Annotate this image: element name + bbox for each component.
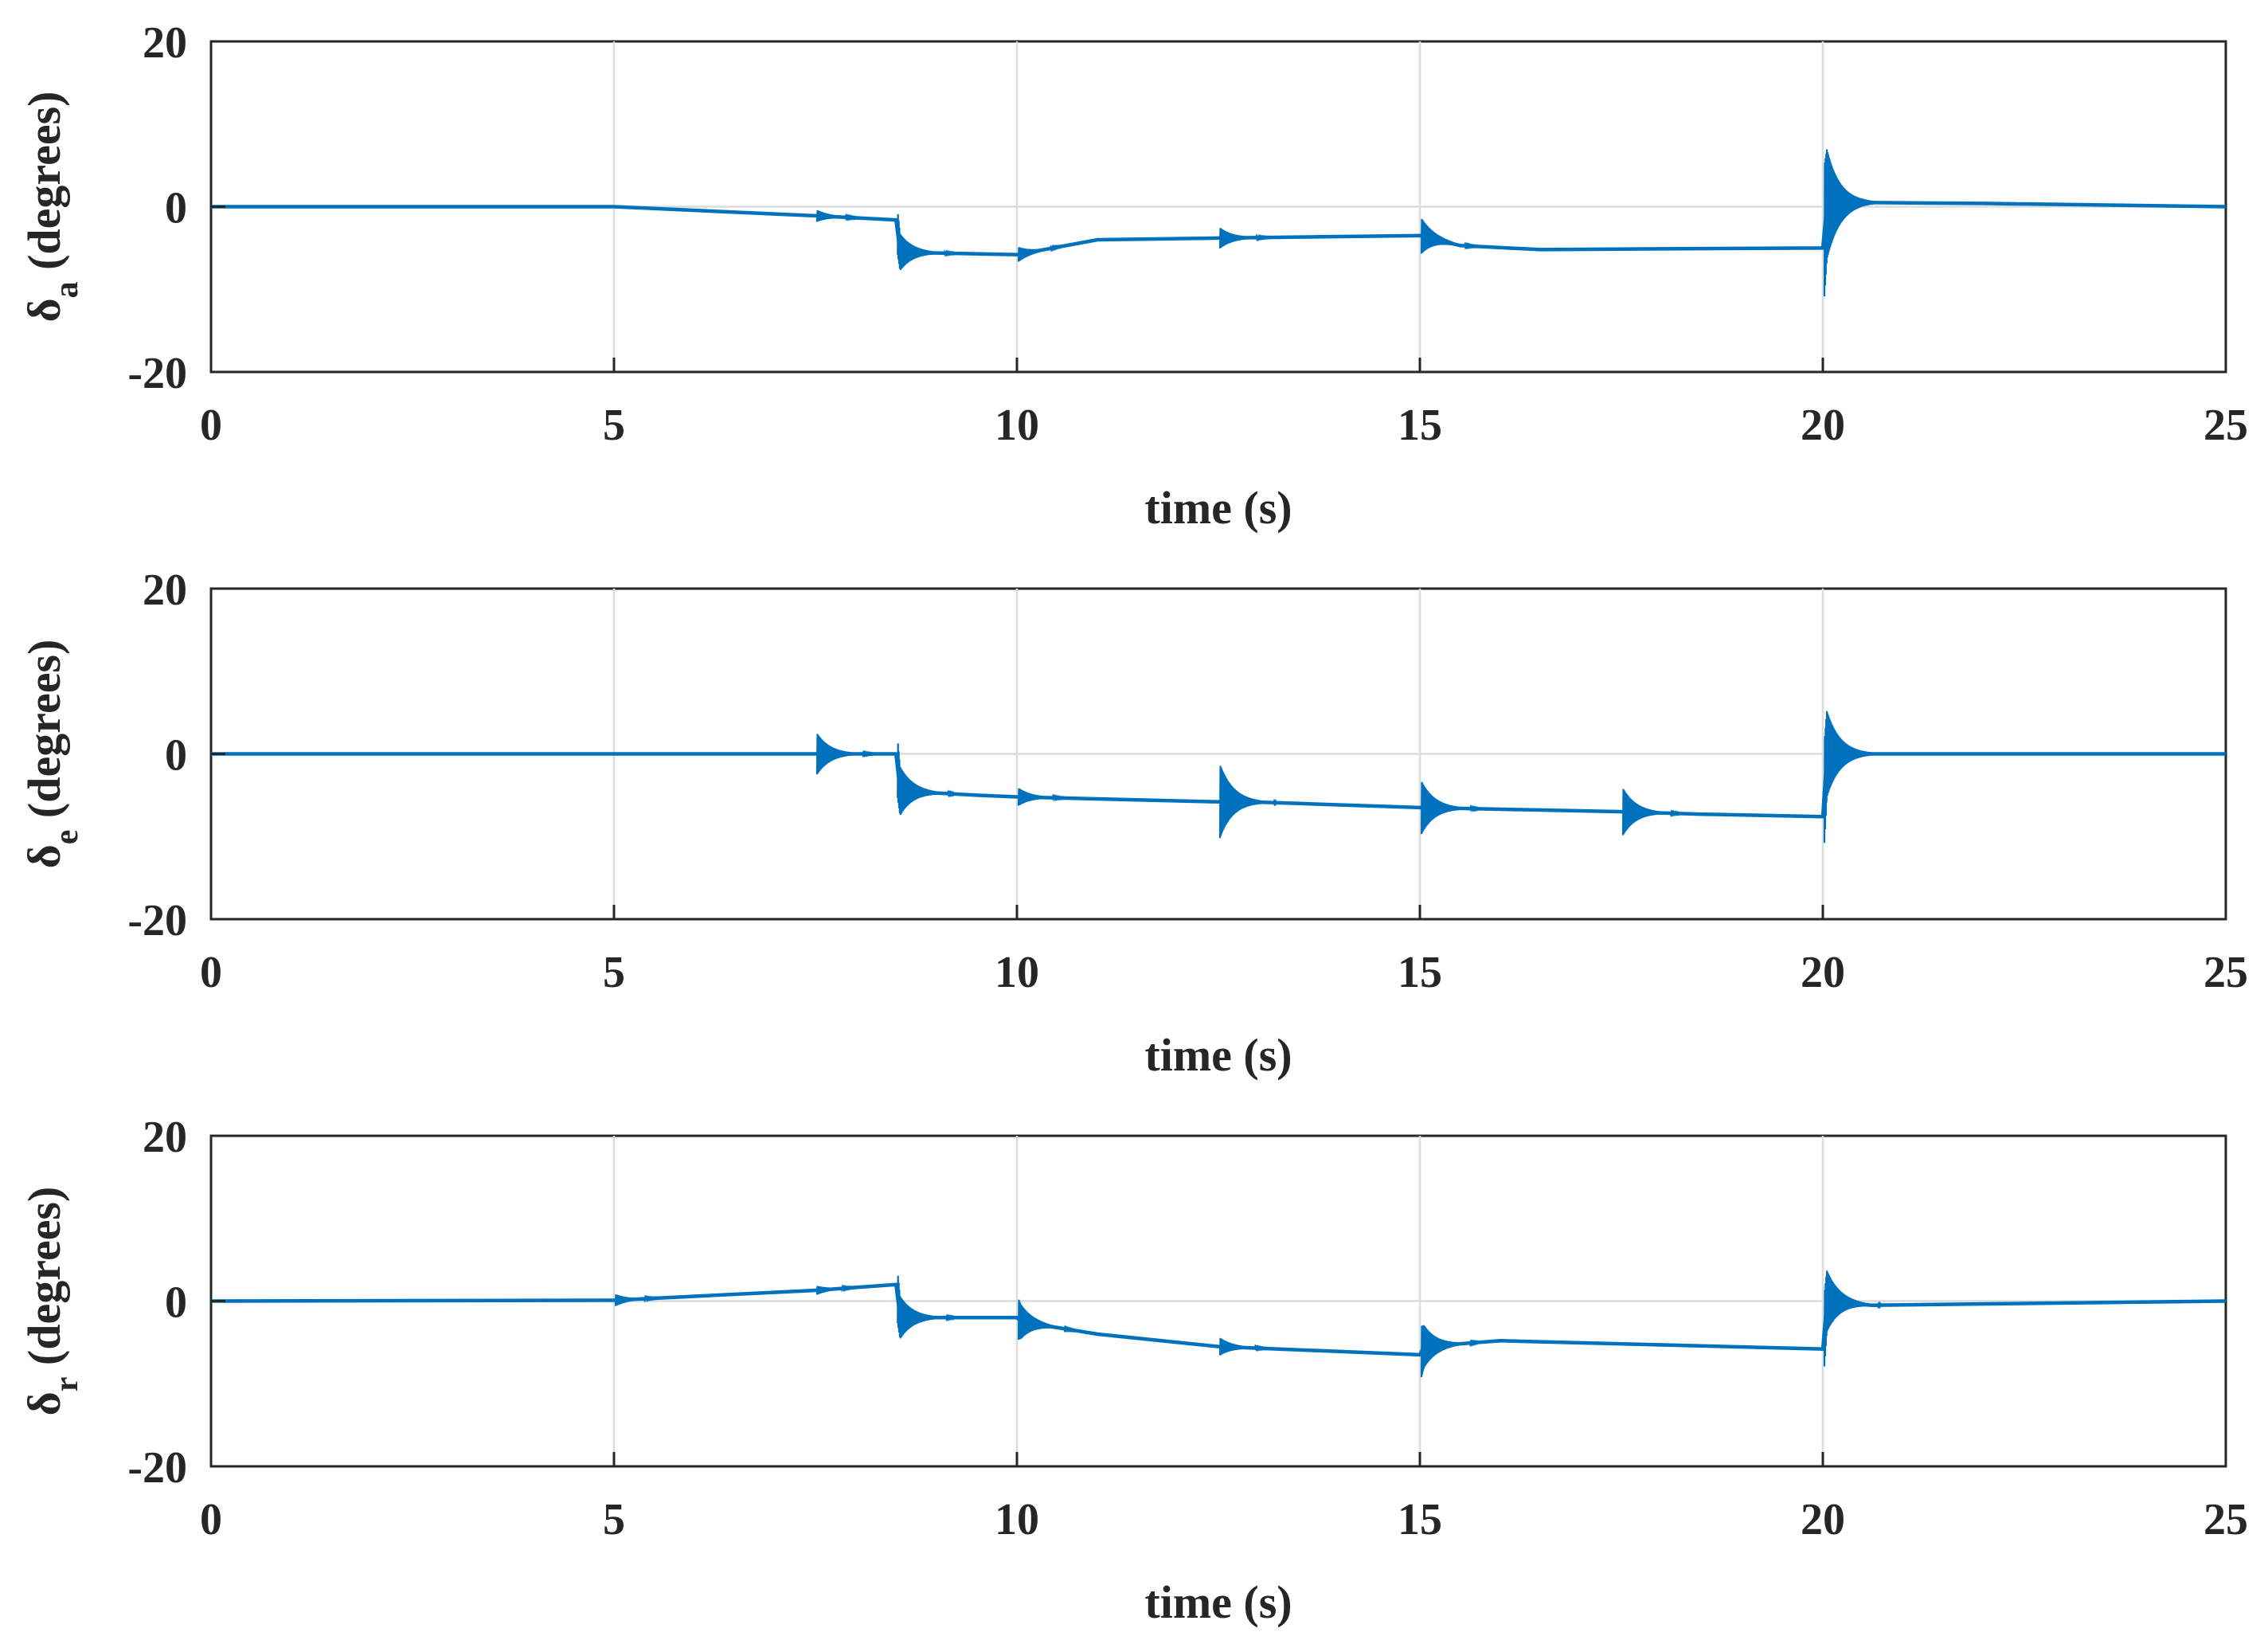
elevator-transient-15 (1420, 781, 1479, 835)
elevator-plot: 0 5 10 15 20 25 -20 0 20 time (s) δe (degrees) (18, 566, 2248, 1081)
aileron-ytick-label: 20 (143, 18, 187, 68)
aileron-ytick-label: 0 (165, 184, 187, 233)
elevator-xtick-label: 25 (2203, 948, 2248, 997)
aileron-xlabel: time (s) (1144, 482, 1292, 534)
aileron-transient-12.5 (1218, 228, 1277, 249)
elevator-xtick-label: 10 (995, 948, 1039, 997)
elevator-ytick-label: 20 (143, 566, 187, 615)
rudder-ytick-label: 20 (143, 1113, 187, 1162)
rudder-ylabel: δr (degrees) (18, 1187, 85, 1416)
elevator-transient-10 (1017, 788, 1076, 806)
aileron-transient-7.5 (815, 209, 874, 222)
elevator-series (211, 710, 2226, 843)
elevator-ytick-label: -20 (127, 896, 187, 945)
rudder-series (211, 1270, 2226, 1378)
rudder-transient-12.5 (1218, 1337, 1277, 1356)
rudder-transient-5 (614, 1294, 673, 1306)
aileron-xtick-label: 15 (1398, 401, 1442, 450)
elevator-transient-17.5 (1621, 789, 1680, 836)
rudder-xtick-label: 5 (603, 1495, 625, 1544)
elevator-xtick-label: 15 (1398, 948, 1442, 997)
elevator-xtick-label: 0 (200, 948, 222, 997)
rudder-transient-7.5 (815, 1284, 874, 1295)
aileron-ytick-label: -20 (127, 349, 187, 398)
elevator-ytick-label: 0 (165, 731, 187, 781)
elevator-xlabel: time (s) (1144, 1029, 1292, 1081)
rudder-transient-8.5 (897, 1275, 956, 1339)
rudder-ytick-label: 0 (165, 1278, 187, 1328)
rudder-xtick-label: 15 (1398, 1495, 1442, 1544)
rudder-xtick-label: 25 (2203, 1495, 2248, 1544)
rudder-transient-15 (1420, 1325, 1479, 1378)
aileron-plot: 0 5 10 15 20 25 -20 0 20 time (s) δa (degrees) (18, 18, 2248, 534)
rudder-xtick-label: 20 (1801, 1495, 1845, 1544)
aileron-xtick-label: 25 (2203, 401, 2248, 450)
elevator-transient-12.5 (1218, 765, 1277, 839)
elevator-ylabel: δe (degrees) (18, 640, 85, 869)
elevator-transient-8.5 (897, 743, 956, 816)
rudder-xtick-label: 10 (995, 1495, 1039, 1544)
elevator-transient-7.5 (815, 734, 874, 775)
rudder-plot: 0 5 10 15 20 25 -20 0 20 time (s) δr (degrees) (18, 1113, 2248, 1628)
rudder-xlabel: time (s) (1144, 1576, 1292, 1628)
rudder-transient-20 (1823, 1270, 1882, 1367)
elevator-xtick-label: 5 (603, 948, 625, 997)
aileron-xtick-label: 5 (603, 401, 625, 450)
aileron-xtick-label: 20 (1801, 401, 1845, 450)
rudder-ytick-label: -20 (127, 1443, 187, 1493)
elevator-xtick-label: 20 (1801, 948, 1845, 997)
aileron-transient-20 (1823, 149, 1882, 297)
aileron-transient-15 (1420, 218, 1479, 254)
rudder-xtick-label: 0 (200, 1495, 222, 1544)
aileron-transient-10 (1017, 242, 1076, 262)
aileron-transient-8.5 (897, 213, 956, 271)
aileron-xtick-label: 0 (200, 401, 222, 450)
aileron-ylabel: δa (degrees) (18, 92, 85, 323)
elevator-transient-20 (1823, 710, 1882, 843)
aileron-xtick-label: 10 (995, 401, 1039, 450)
aileron-series (211, 149, 2226, 297)
rudder-transient-10 (1017, 1299, 1076, 1341)
